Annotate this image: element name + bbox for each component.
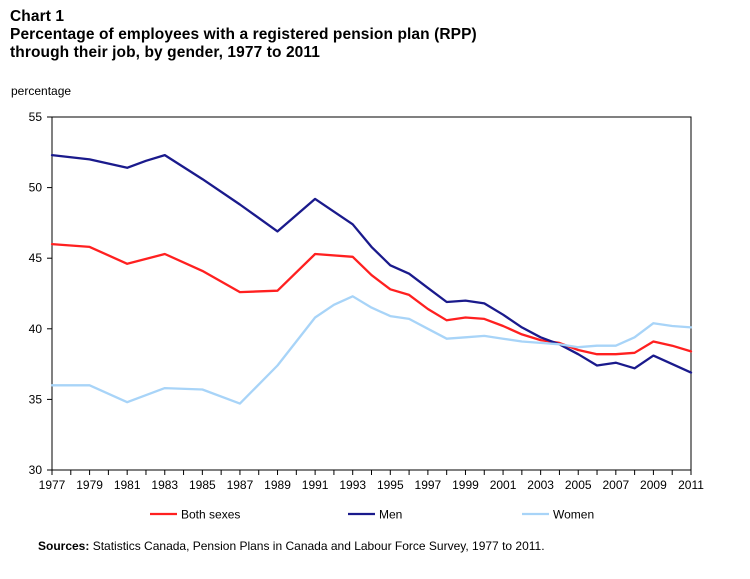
x-tick-label: 2003 bbox=[527, 478, 554, 492]
x-tick-label: 2011 bbox=[678, 478, 704, 492]
plot-frame bbox=[51, 116, 692, 471]
x-tick-label: 1985 bbox=[189, 478, 216, 492]
series-line-men bbox=[50, 153, 693, 374]
legend-label-women: Women bbox=[553, 508, 594, 522]
x-tick-label: 1979 bbox=[76, 478, 103, 492]
x-tick-label: 1999 bbox=[452, 478, 479, 492]
chart-header: Chart 1 Percentage of employees with a r… bbox=[10, 8, 477, 62]
y-tick-label: 40 bbox=[29, 322, 43, 336]
y-tick-label: 45 bbox=[29, 251, 43, 265]
x-tick-label: 1995 bbox=[377, 478, 404, 492]
x-tick-label: 1983 bbox=[151, 478, 178, 492]
y-tick-label: 30 bbox=[29, 463, 43, 477]
source-label: Sources: bbox=[38, 539, 90, 553]
x-tick-label: 1977 bbox=[39, 478, 66, 492]
x-tick-label: 1987 bbox=[227, 478, 254, 492]
y-tick-label: 35 bbox=[29, 392, 43, 406]
legend-label-both-sexes: Both sexes bbox=[181, 508, 240, 522]
chart-title-line-2: through their job, by gender, 1977 to 20… bbox=[10, 44, 320, 61]
legend-label-men: Men bbox=[379, 508, 402, 522]
x-tick-label: 1993 bbox=[339, 478, 366, 492]
y-axis-label: percentage bbox=[11, 84, 71, 98]
x-tick-label: 2009 bbox=[640, 478, 667, 492]
x-tick-label: 2007 bbox=[602, 478, 629, 492]
chart-title-line-1: Percentage of employees with a registere… bbox=[10, 26, 477, 43]
series-line-women bbox=[50, 295, 693, 405]
y-tick-label: 55 bbox=[29, 110, 43, 124]
chart-number: Chart 1 bbox=[10, 8, 65, 25]
series-line-both-sexes bbox=[50, 242, 693, 356]
x-tick-label: 1989 bbox=[264, 478, 291, 492]
source-note: Sources: Statistics Canada, Pension Plan… bbox=[38, 539, 545, 553]
x-tick-label: 2005 bbox=[565, 478, 592, 492]
y-tick-label: 50 bbox=[29, 181, 43, 195]
x-tick-label: 1997 bbox=[415, 478, 442, 492]
source-text: Statistics Canada, Pension Plans in Cana… bbox=[92, 539, 545, 553]
x-tick-label: 1991 bbox=[302, 478, 329, 492]
x-tick-label: 2001 bbox=[490, 478, 517, 492]
x-tick-label: 1981 bbox=[114, 478, 141, 492]
